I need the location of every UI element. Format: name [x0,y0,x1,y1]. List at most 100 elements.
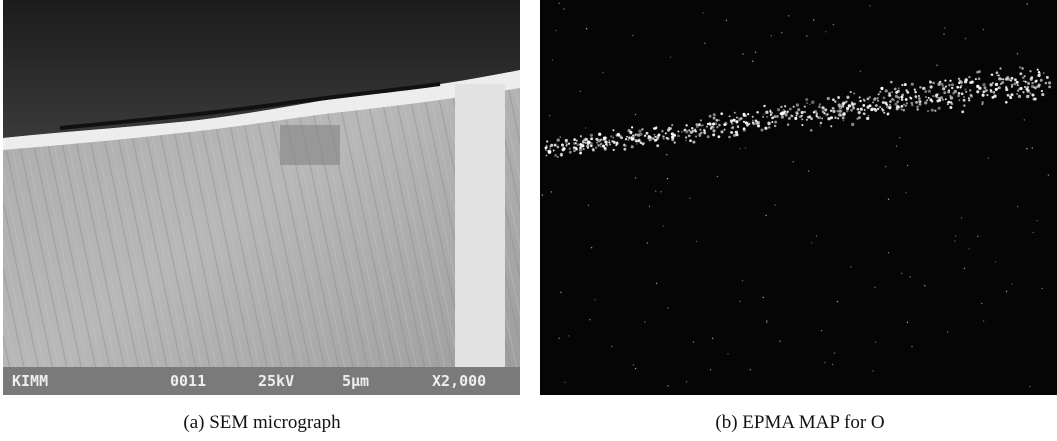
speckle [660,191,662,193]
speckle [929,80,932,84]
speckle [806,35,808,37]
speckle [1019,72,1023,76]
speckle [786,123,790,126]
speckle [1040,89,1044,93]
speckle [1013,82,1017,86]
speckle [545,149,547,152]
speckle [705,125,709,128]
speckle [568,147,571,150]
speckle [1022,91,1025,94]
speckle [776,115,779,118]
speckle [773,115,777,119]
speckle [830,116,833,120]
speckle [1023,75,1026,78]
speckle [584,141,587,144]
speckle [787,116,791,120]
speckle [651,137,655,140]
speckle [556,155,559,159]
speckle [904,98,908,101]
speckle [809,129,813,132]
speckle [559,136,561,138]
speckle [669,56,672,58]
speckle [597,139,601,143]
speckle [810,117,813,121]
speckle [1010,76,1014,80]
speckle [554,153,557,157]
speckle [889,100,892,103]
speckle [1039,78,1043,82]
speckle [916,105,919,109]
speckle [792,161,794,163]
speckle [558,2,560,4]
sem-bright-band [3,70,520,150]
speckle [545,146,548,149]
speckle [615,144,618,147]
speckle [1017,94,1022,99]
speckle [805,98,809,101]
speckle [926,99,929,102]
speckle [873,107,877,111]
speckle [970,94,973,98]
speckle [720,130,724,134]
speckle [760,128,764,132]
speckle [1045,75,1049,79]
speckle [821,117,824,120]
speckle [670,132,674,136]
speckle [889,103,891,106]
speckle [712,116,716,120]
speckle [685,129,689,134]
speckle [841,116,845,120]
speckle [911,345,913,348]
speckle [994,87,998,91]
speckle [549,147,552,150]
speckle [558,337,560,339]
speckle [692,341,695,343]
speckle [620,136,623,140]
speckle [579,151,582,155]
speckle [924,90,928,93]
speckle [766,115,769,118]
speckle [556,145,560,149]
speckle [990,73,994,77]
speckle [767,121,771,125]
speckle [1010,83,1014,87]
speckle [550,191,552,193]
speckle [964,88,967,91]
speckle [983,86,987,90]
speckle [742,120,746,123]
speckle [909,276,911,278]
speckle [810,242,813,244]
speckle [845,100,848,103]
speckle [564,381,566,384]
speckle [879,105,882,109]
speckle [632,34,634,37]
speckle [889,80,893,84]
speckle [781,32,783,34]
speckle [762,115,765,118]
speckle [691,129,695,133]
speckle [560,291,562,293]
speckle [610,135,613,138]
speckle [936,96,939,99]
speckle [769,114,772,116]
speckle [974,78,977,81]
speckle [997,86,1000,90]
speckle [957,94,961,98]
speckle [575,139,578,142]
speckle [634,113,637,116]
speckle [895,145,898,147]
speckle [685,124,688,127]
speckle [981,302,983,305]
speckle [809,103,811,106]
sem-dark-patch [280,125,340,165]
speckle [1032,85,1036,89]
speckle [897,87,900,90]
speckle [551,59,554,61]
speckle [646,242,649,244]
speckle [836,300,839,303]
speckle [868,95,872,99]
speckle [888,94,892,97]
speckle [549,115,551,117]
speckle [733,111,736,114]
speckle [596,141,599,144]
